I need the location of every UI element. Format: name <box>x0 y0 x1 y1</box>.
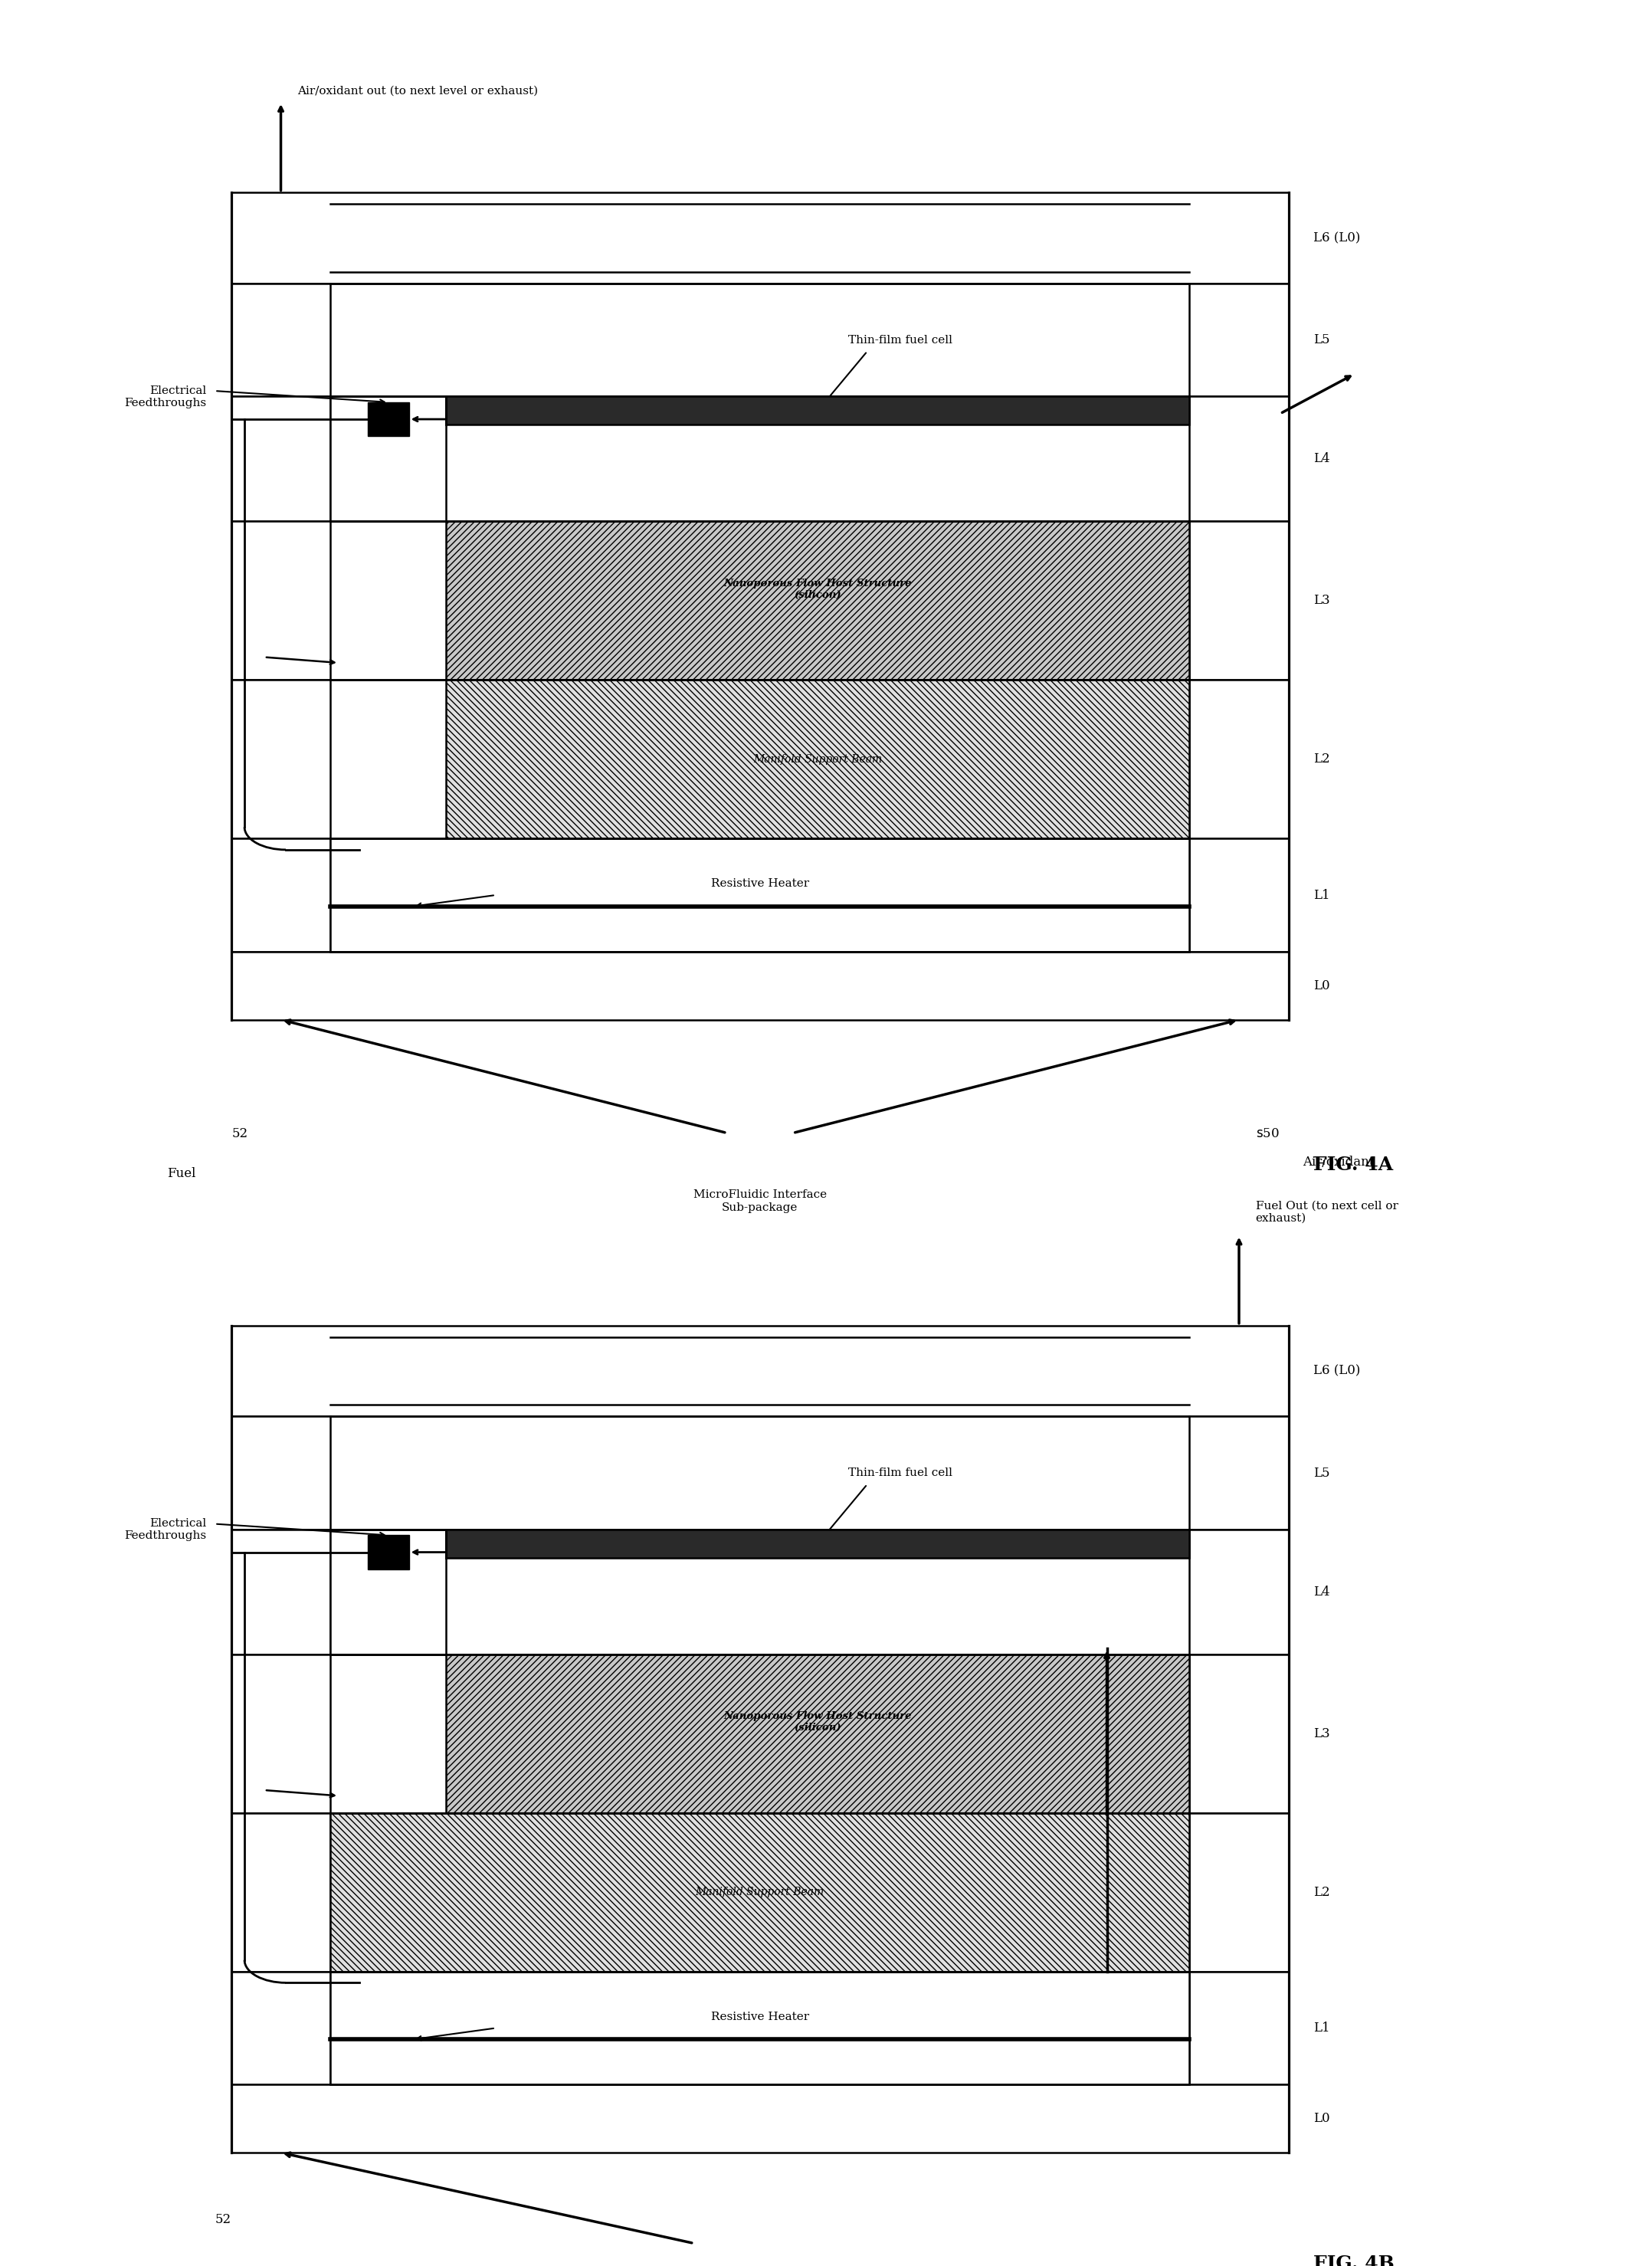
Bar <box>1189 1654 1289 1813</box>
Text: L1: L1 <box>1313 888 1330 902</box>
Bar <box>446 397 1189 426</box>
Text: Nanoporous Flow Host Structure
(silicon): Nanoporous Flow Host Structure (silicon) <box>724 1711 912 1733</box>
Bar <box>231 2085 1289 2153</box>
Bar <box>330 1971 1189 2085</box>
Bar <box>1189 283 1289 397</box>
Text: Fuel: Fuel <box>167 1167 197 1181</box>
Bar <box>330 204 1189 272</box>
Bar <box>231 680 330 838</box>
Text: Air/oxidant: Air/oxidant <box>1302 1156 1374 1169</box>
Text: Thin-film fuel cell: Thin-film fuel cell <box>847 1468 953 1477</box>
Text: L4: L4 <box>1313 1586 1330 1598</box>
Bar <box>1189 1530 1289 1654</box>
Bar <box>367 1536 410 1568</box>
Text: FIG. 4A: FIG. 4A <box>1313 1156 1393 1174</box>
Bar <box>1189 1813 1289 1971</box>
Text: L4: L4 <box>1313 453 1330 465</box>
Bar <box>367 403 410 435</box>
Text: 52: 52 <box>231 1128 248 1140</box>
Bar <box>231 1813 330 1971</box>
Text: Air/oxidant out (to next level or exhaust): Air/oxidant out (to next level or exhaus… <box>297 86 539 95</box>
Bar <box>1189 680 1289 838</box>
Text: L3: L3 <box>1313 594 1330 607</box>
Bar <box>1189 838 1289 952</box>
Text: Manifold Support Beam: Manifold Support Beam <box>695 1888 824 1897</box>
Text: Electrical
Feedthroughs: Electrical Feedthroughs <box>124 1518 206 1541</box>
Text: L5: L5 <box>1313 333 1330 347</box>
Text: L6 (L0): L6 (L0) <box>1313 1364 1360 1378</box>
Text: L6 (L0): L6 (L0) <box>1313 231 1360 245</box>
Bar <box>330 1813 1189 1971</box>
Bar <box>231 1530 330 1654</box>
Bar <box>1189 1971 1289 2085</box>
Bar <box>1189 397 1289 521</box>
Text: $\mathsf{s}$50: $\mathsf{s}$50 <box>1256 1128 1279 1140</box>
Text: Resistive Heater: Resistive Heater <box>710 2012 809 2021</box>
Bar <box>231 193 1289 283</box>
Bar <box>231 1326 1289 1416</box>
Text: L1: L1 <box>1313 2021 1330 2035</box>
Bar <box>330 1530 446 1654</box>
Bar <box>1189 1416 1289 1530</box>
Bar <box>330 838 1189 952</box>
Bar <box>231 952 1289 1020</box>
Text: Manifold Support Beam: Manifold Support Beam <box>753 755 882 764</box>
Bar <box>446 521 1189 680</box>
Text: 52: 52 <box>215 2214 231 2225</box>
Text: Thin-film fuel cell: Thin-film fuel cell <box>847 335 953 344</box>
Bar <box>231 397 330 521</box>
Text: L2: L2 <box>1313 752 1330 766</box>
Bar <box>1189 521 1289 680</box>
Text: L5: L5 <box>1313 1466 1330 1480</box>
Text: Electrical
Feedthroughs: Electrical Feedthroughs <box>124 385 206 408</box>
Text: Nanoporous Flow Host Structure
(silicon): Nanoporous Flow Host Structure (silicon) <box>724 578 912 600</box>
Text: L2: L2 <box>1313 1885 1330 1899</box>
Text: MicroFluidic Interface
Sub-package: MicroFluidic Interface Sub-package <box>694 1190 826 1212</box>
Bar <box>446 680 1189 838</box>
Bar <box>446 1530 1189 1559</box>
Bar <box>231 1971 330 2085</box>
Text: FIG. 4B: FIG. 4B <box>1313 2255 1394 2266</box>
Bar <box>231 1654 330 1813</box>
Bar <box>231 521 330 680</box>
Bar <box>330 1337 1189 1405</box>
Text: L0: L0 <box>1313 979 1330 993</box>
Text: Fuel Out (to next cell or
exhaust): Fuel Out (to next cell or exhaust) <box>1256 1201 1398 1224</box>
Bar <box>330 397 446 521</box>
Text: Resistive Heater: Resistive Heater <box>710 879 809 888</box>
Text: L3: L3 <box>1313 1727 1330 1740</box>
Bar <box>446 1654 1189 1813</box>
Bar <box>231 283 330 397</box>
Text: L0: L0 <box>1313 2112 1330 2126</box>
Bar <box>231 838 330 952</box>
Bar <box>231 1416 330 1530</box>
